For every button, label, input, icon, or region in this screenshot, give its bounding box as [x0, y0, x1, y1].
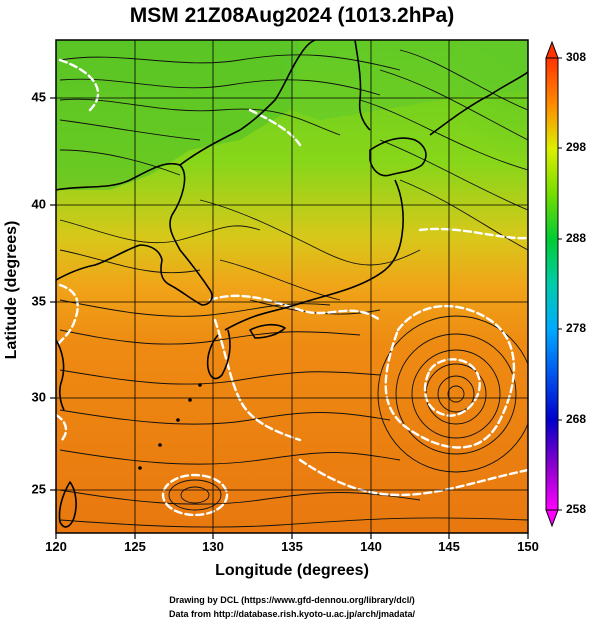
x-tick-label: 145 — [438, 539, 460, 554]
colorbar-min-arrow — [545, 509, 559, 528]
x-tick-label: 130 — [202, 539, 224, 554]
x-axis-label: Longitude (degrees) — [215, 562, 369, 579]
colorbar-tick-label: 278 — [566, 321, 586, 335]
colorbar: 308 298 288 278 268 258 — [545, 40, 586, 528]
colorbar-tick-label: 268 — [566, 412, 586, 426]
colorbar-gradient — [545, 57, 559, 511]
map-panel — [56, 40, 528, 533]
y-tick-label: 35 — [32, 293, 46, 308]
continental-land — [56, 40, 300, 190]
y-axis-label: Latitude (degrees) — [3, 221, 20, 360]
y-tick-label: 40 — [32, 196, 46, 211]
temperature-contours — [56, 58, 528, 517]
colorbar-max-arrow — [545, 40, 559, 59]
y-tick-label: 45 — [32, 89, 46, 104]
x-tick-label: 125 — [124, 539, 146, 554]
x-tick-label: 135 — [281, 539, 303, 554]
credit-drawing: Drawing by DCL (https://www.gfd-dennou.o… — [169, 595, 415, 605]
colorbar-tick-label: 288 — [566, 231, 586, 245]
graticule — [56, 40, 528, 533]
x-tick-label: 140 — [360, 539, 382, 554]
y-tick-label: 25 — [32, 481, 46, 496]
colorbar-tick-label: 298 — [566, 140, 586, 154]
y-axis: 25 30 35 40 45 Latitude (degrees) — [3, 89, 56, 496]
credit-data-source: Data from http://database.rish.kyoto-u.a… — [169, 609, 416, 619]
x-tick-label: 120 — [45, 539, 67, 554]
colorbar-tick-label: 258 — [566, 502, 586, 516]
x-axis: 120 125 130 135 140 145 150 Longitude (d… — [45, 533, 539, 579]
northern-land — [280, 40, 528, 120]
chart-title: MSM 21Z08Aug2024 (1013.2hPa) — [130, 4, 454, 27]
x-tick-label: 150 — [517, 539, 539, 554]
y-tick-label: 30 — [32, 389, 46, 404]
colorbar-tick-label: 308 — [566, 50, 586, 64]
streamlines — [59, 49, 528, 528]
